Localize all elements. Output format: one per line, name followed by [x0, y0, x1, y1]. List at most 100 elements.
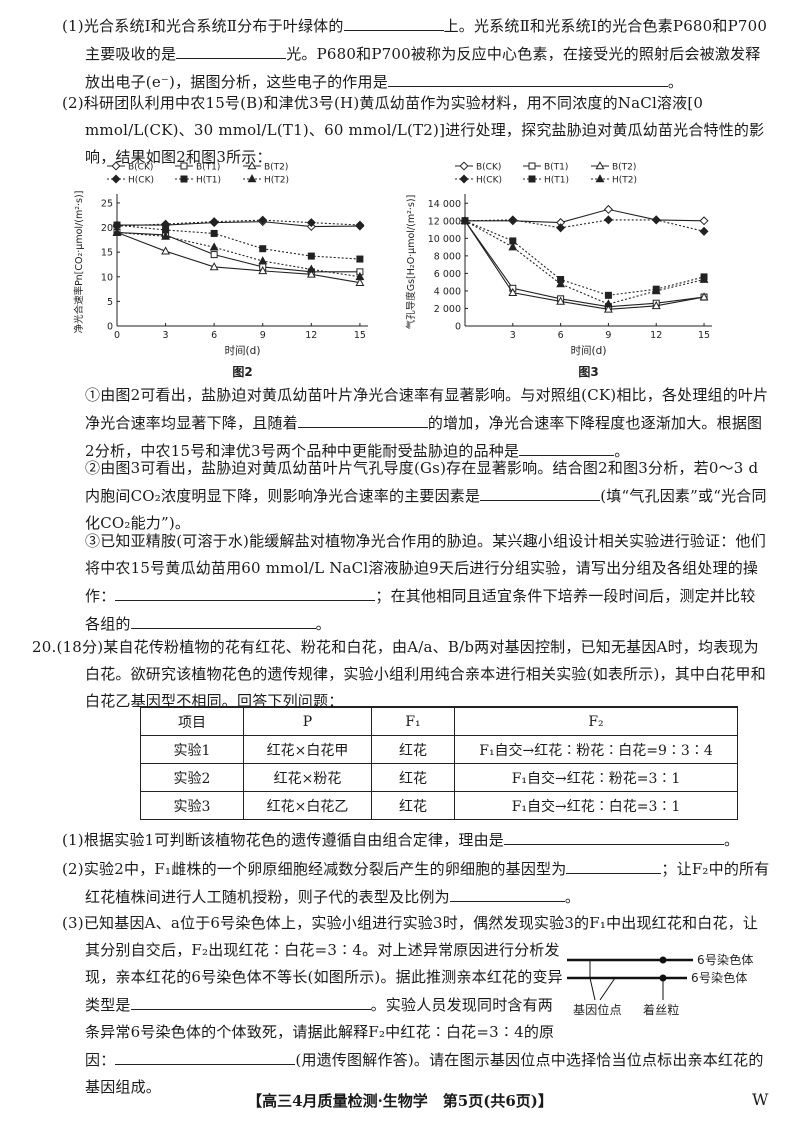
table-cell: F₁自交→红花∶粉花=3∶1 — [454, 763, 738, 792]
y-axis-label: 净光合速率Pn[CO₂·μmol/(m²·s)] — [73, 191, 85, 334]
text: (2)科研团队利用中农15号(B)和津优3号(H)黄瓜幼苗作为实验材料，用不同浓… — [62, 94, 765, 166]
answer-blank — [504, 826, 724, 845]
series-line — [116, 231, 360, 278]
table-cell: F₁自交→红花∶白花=3∶1 — [454, 791, 738, 820]
y-tick-label: 2 000 — [434, 304, 461, 315]
text: (3)已知基因A、a位于6号染色体上，实验小组进行实验3时，偶然发现实验3的F₁… — [62, 914, 759, 1014]
legend-label: H(T1) — [196, 176, 221, 186]
series-line — [464, 219, 705, 232]
table-header: F₂ — [454, 706, 738, 736]
legend-label: B(T1) — [196, 163, 220, 173]
legend-marker — [459, 161, 469, 171]
y-tick-label: 10 000 — [428, 234, 461, 245]
table-row: 实验3 红花×白花乙 红花 F₁自交→红花∶白花=3∶1 — [140, 791, 738, 820]
marker — [259, 245, 267, 253]
text: (1)光合系统Ⅰ和光合系统Ⅱ分布于叶绿体的 — [62, 17, 344, 35]
paragraph: (1)光合系统Ⅰ和光合系统Ⅱ分布于叶绿体的 上。光系统Ⅱ和光系统Ⅰ的光合色素P68… — [0, 12, 770, 96]
answer-blank — [566, 855, 662, 874]
x-axis-label: 时间(d) — [225, 344, 261, 357]
series-line — [116, 231, 360, 284]
figure-caption: 图2 — [232, 365, 252, 379]
marker — [209, 262, 219, 271]
table-row: 实验2 红花×粉花 红花 F₁自交→红花∶粉花=3∶1 — [140, 763, 738, 792]
legend-label: H(T2) — [612, 176, 637, 186]
x-tick-label: 9 — [605, 330, 611, 341]
y-tick-label: 15 — [101, 248, 113, 259]
table-cell: 实验1 — [140, 735, 244, 764]
answer-blank — [449, 883, 565, 902]
table-cell: 红花×白花甲 — [243, 735, 372, 764]
marker — [651, 286, 661, 295]
table-cell: 实验2 — [140, 763, 244, 792]
answer-blank — [115, 1046, 296, 1065]
text: 。实验人员发现同时含有两条异常6号染色体的个体致死，请据此解释F₂中红花∶白花=… — [85, 996, 555, 1069]
legend-label: H(T2) — [264, 176, 289, 186]
legend-marker — [247, 174, 257, 183]
legend-label: B(T1) — [544, 163, 568, 173]
marker — [355, 271, 365, 281]
legend-label: H(CK) — [476, 176, 502, 186]
table-cell: 实验3 — [140, 791, 244, 820]
marker — [556, 279, 566, 288]
legend-marker — [180, 175, 188, 183]
text: 20.(18分)某自花传粉植物的花有红花、粉花和白花，由A/a、B/b两对基因控… — [32, 638, 766, 710]
x-tick-label: 6 — [211, 330, 217, 341]
answer-blank — [115, 582, 376, 601]
text: (填“气孔因素”或“光合同化CO₂能力”)。 — [85, 487, 767, 532]
footer: 【高三4月质量检测·生物学 第5页(共6页)】 — [247, 1092, 553, 1110]
x-tick-label: 6 — [558, 330, 564, 341]
table-cell: 红花×白花乙 — [243, 791, 372, 820]
answer-blank — [130, 991, 371, 1010]
marker — [556, 296, 566, 305]
marker — [508, 215, 518, 225]
y-tick-label: 10 — [101, 272, 113, 283]
marker — [603, 304, 613, 313]
text: 光。P680和P700被称为反应中心色素，在接受光的照射后会被激发释放出电子(e… — [85, 45, 761, 91]
y-tick-label: 12 000 — [428, 216, 461, 227]
table-cell: 红花 — [371, 763, 455, 792]
marker — [210, 229, 218, 237]
paragraph: 6号染色体 6号染色体 基因位点 着丝粒 (3)已知基因A、a位于6号染色体上，… — [0, 910, 770, 1101]
series-line — [464, 220, 705, 310]
legend-marker — [595, 174, 605, 183]
marker — [699, 226, 709, 236]
series-line — [464, 220, 705, 305]
figure: 0 2 000 4 000 6 000 8 000 10 000 12 000 14 000 3… — [405, 161, 712, 379]
paragraph: ①由图2可看出，盐胁迫对黄瓜幼苗叶片净光合速率有显著影响。与对照组(CK)相比，… — [0, 382, 770, 465]
x-tick-label: 0 — [114, 330, 120, 341]
text: 。 — [564, 888, 581, 906]
legend-marker — [459, 174, 469, 184]
answer-blank — [176, 40, 287, 59]
marker — [651, 300, 661, 310]
answer-blank — [519, 437, 615, 456]
marker — [651, 215, 661, 225]
text: 。 — [315, 615, 331, 633]
text: 。 — [724, 831, 740, 849]
series-line — [116, 219, 360, 227]
y-tick-label: 8 000 — [434, 251, 461, 262]
x-tick-label: 12 — [305, 330, 317, 341]
marker — [603, 299, 613, 308]
marker — [258, 215, 268, 225]
x-axis-label: 时间(d) — [571, 344, 607, 357]
text: ；让F₂中的所有红花植株间进行人工随机授粉，则子代的表型及比例为 — [85, 860, 770, 906]
y-tick-label: 0 — [455, 322, 461, 333]
label: 6号染色体 — [697, 952, 754, 967]
x-tick-label: 15 — [354, 330, 366, 341]
marker — [356, 255, 364, 263]
legend-label: B(CK) — [128, 163, 153, 173]
x-tick-label: 3 — [510, 330, 516, 341]
y-tick-label: 6 000 — [434, 269, 461, 280]
marker — [556, 223, 566, 233]
chromosome-diagram: 6号染色体 6号染色体 基因位点 着丝粒 — [567, 952, 754, 1017]
text: (2)实验2中，F₁雌株的一个卵原细胞经减数分裂后产生的卵细胞的基因型为 — [62, 860, 567, 878]
legend-label: H(CK) — [128, 176, 154, 186]
marker — [355, 277, 365, 286]
marker — [258, 256, 268, 265]
marker — [161, 246, 171, 255]
marker — [508, 287, 518, 296]
table-header: F₁ — [371, 706, 455, 736]
table-cell: 红花×粉花 — [243, 763, 372, 792]
marker — [209, 217, 219, 227]
series-line — [117, 221, 360, 228]
